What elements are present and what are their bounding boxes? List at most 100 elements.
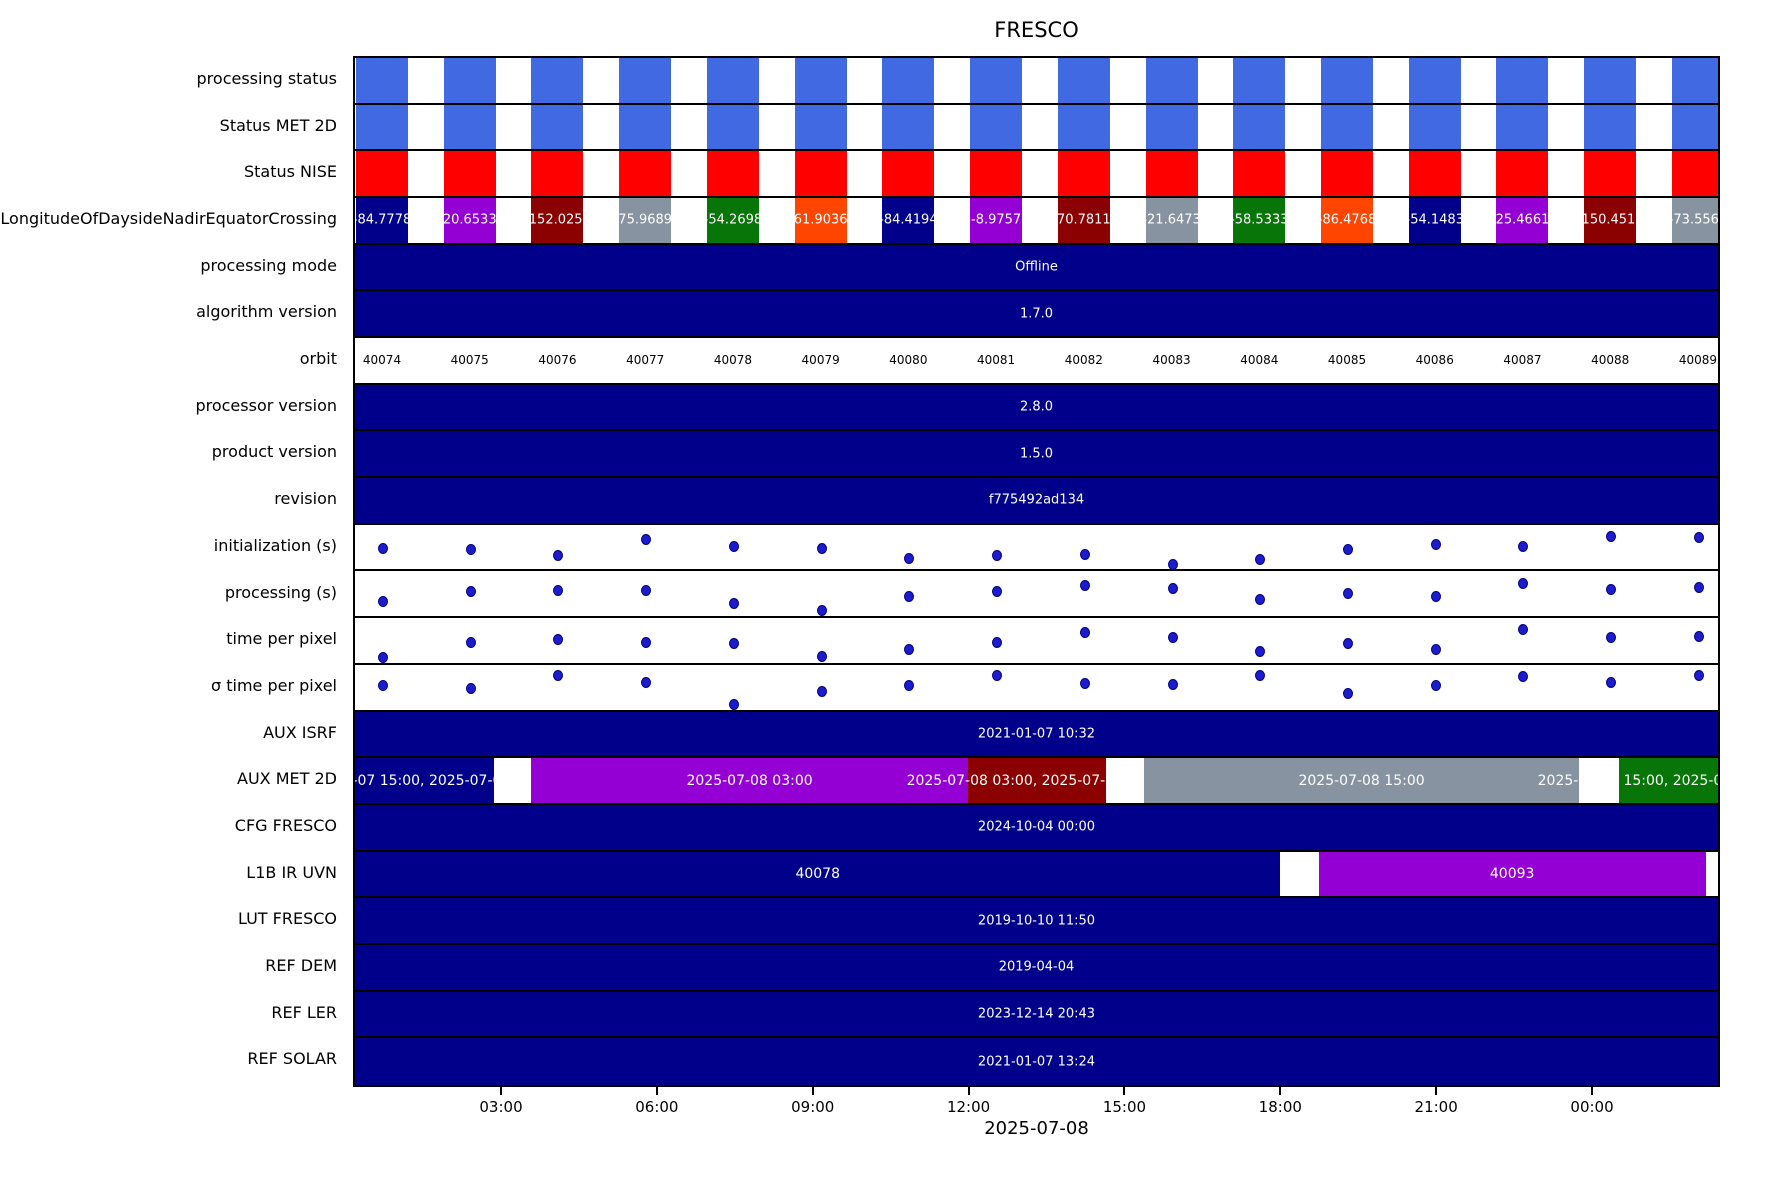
status-block — [1145, 58, 1198, 103]
scatter-dot — [1518, 540, 1529, 552]
orbit-number: 40080 — [889, 353, 928, 368]
longitude-value: -86.4768 — [1317, 212, 1377, 228]
status-block — [1321, 198, 1374, 243]
status-block — [1408, 198, 1461, 243]
status-block — [794, 58, 847, 103]
status-block — [882, 58, 935, 103]
scatter-dot — [904, 591, 915, 602]
longitude-value: -73.5565 — [1668, 212, 1719, 228]
scatter-dot — [1343, 688, 1354, 700]
bar-value: 2019-10-10 11:50 — [977, 913, 1096, 929]
longitude-value: -54.1483 — [1405, 212, 1464, 228]
scatter-dot — [1079, 627, 1090, 639]
status-block — [356, 104, 408, 150]
scatter-dot — [1693, 631, 1704, 643]
row-label: algorithm version — [196, 302, 337, 322]
row-label: AUX MET 2D — [237, 769, 337, 789]
row-l1b-ir-uvn: 40078 40093 — [355, 851, 1718, 899]
status-block — [1233, 198, 1286, 243]
scatter-dot — [378, 680, 388, 692]
scatter-dot — [641, 585, 652, 597]
scatter-dot — [992, 669, 1003, 681]
row-label: initialization (s) — [213, 535, 337, 555]
segment-label: 40093 — [1489, 865, 1535, 882]
longitude-value: -58.5333 — [1230, 212, 1289, 228]
row-revision: f775492ad134 — [355, 478, 1718, 525]
scatter-dot — [1167, 678, 1178, 690]
scatter-dot — [816, 686, 827, 698]
scatter-dot — [1167, 558, 1178, 570]
scatter-dot — [1518, 623, 1529, 635]
x-axis-date-label: 2025-07-08 — [984, 1118, 1089, 1139]
bar-value: 1.5.0 — [1019, 446, 1054, 462]
status-block — [356, 58, 408, 103]
x-tick-label: 00:00 — [1570, 1098, 1614, 1116]
scatter-dot — [1430, 643, 1441, 655]
status-block — [794, 104, 847, 150]
status-block — [794, 198, 847, 243]
longitude-value: -54.2698 — [703, 212, 763, 228]
orbit-number: 40075 — [450, 353, 489, 368]
timeline-segment — [1618, 758, 1718, 803]
scatter-dot — [1606, 631, 1617, 643]
row-label: AUX ISRF — [263, 722, 337, 742]
scatter-dot — [1430, 591, 1441, 602]
timeline-segment — [355, 758, 495, 803]
segment-label: 2025-07-07 15:00, 2025-07-08 03:00 — [353, 772, 555, 789]
scatter-dot — [465, 682, 476, 694]
row-label: REF DEM — [265, 955, 337, 975]
status-block — [706, 151, 759, 197]
longitude-value: 20.6533 — [442, 212, 497, 228]
bar-value: f775492ad134 — [988, 492, 1085, 508]
segment-label: 2025-07-08 03:00, 2025-07-08 15:00 — [906, 772, 1168, 789]
status-block — [619, 198, 672, 243]
status-block — [1145, 104, 1198, 150]
row-label: processor version — [195, 395, 337, 415]
orbit-number: 40077 — [626, 353, 665, 368]
status-block — [1145, 151, 1198, 197]
status-block — [882, 198, 935, 243]
row-time-per-pixel — [355, 618, 1718, 665]
x-tick-label: 09:00 — [791, 1098, 835, 1116]
scatter-dot — [1079, 548, 1090, 560]
status-block — [443, 58, 496, 103]
scatter-dot — [1255, 646, 1266, 658]
longitude-value: -150.4511 — [1576, 212, 1644, 228]
status-block — [1321, 104, 1374, 150]
scatter-dot — [1518, 670, 1529, 682]
status-block — [706, 58, 759, 103]
status-block — [1145, 198, 1198, 243]
row-label: LUT FRESCO — [237, 909, 337, 929]
status-block — [1584, 151, 1637, 197]
longitude-value: 25.4661 — [1495, 212, 1550, 228]
row-algorithm-version: 1.7.0 — [355, 291, 1718, 339]
x-tick-label: 18:00 — [1258, 1098, 1302, 1116]
bar-value: 2021-01-07 10:32 — [977, 726, 1096, 742]
status-block — [1321, 151, 1374, 197]
scatter-dot — [728, 698, 739, 710]
scatter-dot — [378, 652, 388, 664]
status-block — [356, 198, 408, 243]
scatter-dot — [992, 585, 1003, 597]
bar-value: 2019-04-04 — [998, 959, 1075, 975]
scatter-dot — [1343, 544, 1354, 556]
status-block — [531, 104, 584, 150]
row-orbit: 40074 40075 40076 40077 40078 40079 40080 40081… — [355, 338, 1718, 385]
x-tick-label: 12:00 — [946, 1098, 991, 1116]
scatter-dot — [641, 636, 652, 648]
status-block — [882, 104, 935, 150]
status-block — [794, 151, 847, 197]
status-block — [970, 151, 1023, 197]
row-label: product version — [211, 442, 337, 462]
orbit-number: 40087 — [1503, 353, 1542, 368]
orbit-number: 40084 — [1240, 353, 1279, 368]
x-tick-mark — [1591, 1087, 1594, 1095]
bar-value: 2024-10-04 00:00 — [977, 819, 1096, 835]
status-block — [1671, 151, 1718, 197]
scatter-dot — [1606, 676, 1617, 688]
scatter-dot — [378, 542, 388, 554]
scatter-dot — [641, 676, 652, 688]
status-block — [1057, 104, 1110, 150]
scatter-dot — [992, 550, 1003, 562]
row-label: processing (s) — [224, 582, 337, 602]
